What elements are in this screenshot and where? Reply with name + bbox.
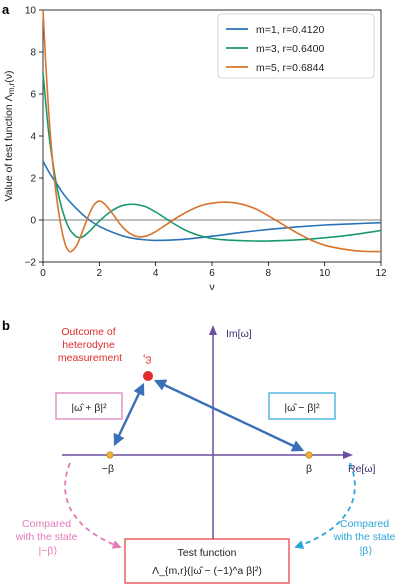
outcome-label-line2: heterodyne [62,339,115,351]
legend-label-3: m=5, r=0.6844 [256,62,324,74]
outcome-label-line3: measurement [58,352,122,364]
right-compare-curve [294,462,356,549]
y-label-subscript: m,r [7,82,16,94]
x-tick-label: 8 [266,268,272,279]
legend-box [217,13,375,79]
re-axis-label: Re[ω] [348,463,376,475]
right-distance-label: |ω̂ − β|² [284,402,320,414]
minus-beta-point [106,451,114,459]
y-tick-label: 6 [30,90,36,101]
right-distance-box [268,392,336,420]
y-ticks: −2 0 2 4 6 8 10 [25,6,43,269]
arrow-to-beta [153,379,305,452]
re-axis-arrowhead [343,451,353,459]
beta-label: β [306,463,312,475]
right-compare-line1: Compared [340,518,389,530]
legend-label-1: m=1, r=0.4120 [256,24,324,36]
left-compare-line1: Compared [22,518,71,530]
phase-space-diagram: Im[ω] Re[ω] Outcome of heterodyne measur… [15,325,399,584]
left-distance-box [55,392,123,420]
series-line-1 [42,160,382,242]
im-axis-arrowhead [209,325,217,335]
y-tick-label: 10 [25,6,37,17]
y-label-main: Value of test function Λ [3,94,15,201]
right-compare-label: Compared with the state |β⟩ [333,518,399,557]
test-function-title: Test function [178,547,237,559]
x-axis-label: ν [209,281,214,293]
minus-beta-label: −β [102,463,114,475]
series-line-3 [42,9,382,253]
x-tick-label: 12 [375,268,387,279]
series-line-2 [42,72,382,242]
arrow-to-minus-beta [113,382,145,447]
x-tick-label: 0 [40,268,46,279]
left-compare-line2: with the state [15,531,78,543]
x-tick-label: 10 [319,268,331,279]
im-axis-label: Im[ω] [226,328,252,340]
y-tick-label: 8 [30,48,36,59]
right-compare-line3: |β⟩ [360,545,373,557]
left-compare-line3: |−β⟩ [39,545,58,557]
left-distance-label: |ω̂ + β|² [71,402,107,414]
y-tick-label: 0 [30,216,36,227]
measurement-point [143,371,153,381]
outcome-label-line1: Outcome of [61,326,115,338]
right-compare-line2: with the state [333,531,396,543]
test-function-box [124,538,290,584]
omega-hat-label: ω̂ [142,354,154,364]
y-tick-label: 4 [30,132,36,143]
left-compare-label: Compared with the state |−β⟩ [15,518,81,557]
x-tick-label: 4 [153,268,159,279]
y-tick-label: −2 [25,258,37,269]
beta-point [305,451,313,459]
panel-a-letter: a [2,2,10,17]
panel-b-letter: b [2,318,10,333]
legend-label-2: m=3, r=0.6400 [256,43,324,55]
legend: m=1, r=0.4120 m=3, r=0.6400 m=5, r=0.6844 [217,13,375,79]
y-tick-label: 2 [30,174,36,185]
x-tick-label: 2 [97,268,103,279]
left-compare-curve [64,462,122,549]
outcome-label: Outcome of heterodyne measurement [58,326,122,364]
test-function-formula: Λ_{m,r}(|ω̂ − (−1)^a β|²) [152,565,262,577]
y-axis-label: Value of test function Λm,r(ν) [3,70,16,201]
y-label-arg: (ν) [3,70,15,82]
x-ticks: 0 2 4 6 8 10 12 [40,262,387,279]
series-lines [42,9,382,253]
x-tick-label: 6 [209,268,215,279]
